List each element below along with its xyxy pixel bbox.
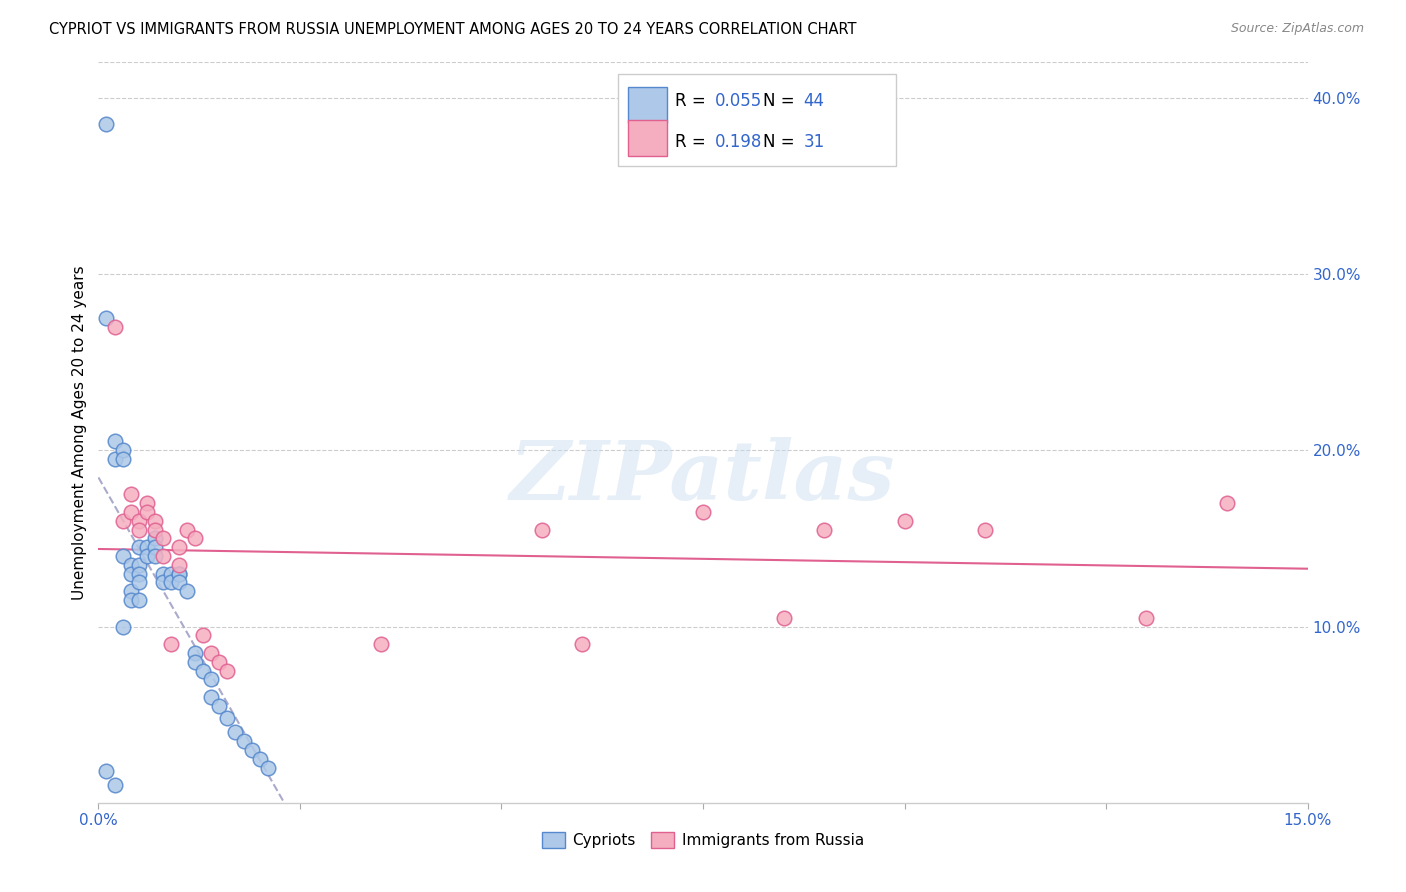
- Point: [120, 593, 142, 607]
- Point: [103, 778, 125, 792]
- Text: 44: 44: [803, 92, 824, 110]
- Point: [111, 514, 134, 528]
- Point: [184, 655, 207, 669]
- Text: Source: ZipAtlas.com: Source: ZipAtlas.com: [1230, 22, 1364, 36]
- Text: 31: 31: [803, 133, 824, 151]
- Point: [200, 673, 222, 687]
- Point: [217, 664, 239, 678]
- Point: [96, 764, 118, 778]
- Point: [208, 655, 231, 669]
- Point: [893, 514, 915, 528]
- Point: [128, 593, 150, 607]
- Point: [256, 760, 278, 774]
- Point: [232, 734, 254, 748]
- Point: [120, 584, 142, 599]
- Point: [111, 452, 134, 467]
- Point: [370, 637, 392, 651]
- Point: [193, 664, 215, 678]
- Point: [813, 523, 835, 537]
- Point: [249, 752, 271, 766]
- Point: [111, 619, 134, 633]
- Point: [96, 311, 118, 326]
- Point: [96, 117, 118, 131]
- Point: [143, 514, 166, 528]
- Text: CYPRIOT VS IMMIGRANTS FROM RUSSIA UNEMPLOYMENT AMONG AGES 20 TO 24 YEARS CORRELA: CYPRIOT VS IMMIGRANTS FROM RUSSIA UNEMPL…: [49, 22, 856, 37]
- Point: [692, 505, 714, 519]
- Point: [103, 452, 125, 467]
- Point: [152, 532, 174, 546]
- Point: [152, 575, 174, 590]
- Point: [143, 549, 166, 563]
- Point: [167, 558, 190, 572]
- Point: [160, 566, 183, 581]
- Point: [167, 575, 190, 590]
- Point: [1135, 610, 1157, 624]
- Point: [128, 523, 150, 537]
- Point: [200, 690, 222, 704]
- Legend: Cypriots, Immigrants from Russia: Cypriots, Immigrants from Russia: [536, 826, 870, 855]
- Point: [1216, 496, 1239, 510]
- Point: [128, 575, 150, 590]
- Y-axis label: Unemployment Among Ages 20 to 24 years: Unemployment Among Ages 20 to 24 years: [72, 265, 87, 600]
- FancyBboxPatch shape: [619, 73, 897, 166]
- Point: [571, 637, 593, 651]
- Text: N =: N =: [763, 133, 800, 151]
- Point: [240, 743, 263, 757]
- Text: R =: R =: [675, 133, 711, 151]
- Point: [193, 628, 215, 642]
- Point: [152, 549, 174, 563]
- Text: R =: R =: [675, 92, 711, 110]
- Point: [103, 434, 125, 449]
- Point: [208, 698, 231, 713]
- Point: [120, 566, 142, 581]
- Point: [135, 505, 157, 519]
- Point: [111, 443, 134, 458]
- Point: [135, 496, 157, 510]
- Point: [160, 575, 183, 590]
- Point: [184, 646, 207, 660]
- Point: [143, 523, 166, 537]
- Point: [184, 532, 207, 546]
- Point: [167, 566, 190, 581]
- Point: [167, 566, 190, 581]
- Point: [224, 725, 246, 739]
- Text: 0.198: 0.198: [716, 133, 762, 151]
- Point: [128, 514, 150, 528]
- Point: [530, 523, 553, 537]
- Point: [160, 637, 183, 651]
- Point: [974, 523, 997, 537]
- Point: [120, 558, 142, 572]
- Point: [143, 532, 166, 546]
- Point: [167, 540, 190, 554]
- Point: [176, 523, 198, 537]
- Point: [128, 540, 150, 554]
- Point: [152, 566, 174, 581]
- Point: [135, 549, 157, 563]
- Point: [128, 558, 150, 572]
- FancyBboxPatch shape: [628, 120, 666, 156]
- Point: [176, 584, 198, 599]
- Point: [103, 319, 125, 334]
- Point: [217, 711, 239, 725]
- FancyBboxPatch shape: [628, 87, 666, 123]
- Text: ZIPatlas: ZIPatlas: [510, 437, 896, 517]
- Point: [111, 549, 134, 563]
- Point: [200, 646, 222, 660]
- Point: [120, 505, 142, 519]
- Point: [143, 540, 166, 554]
- Text: N =: N =: [763, 92, 800, 110]
- Text: 0.055: 0.055: [716, 92, 762, 110]
- Point: [772, 610, 794, 624]
- Point: [128, 566, 150, 581]
- Point: [135, 540, 157, 554]
- Point: [120, 487, 142, 501]
